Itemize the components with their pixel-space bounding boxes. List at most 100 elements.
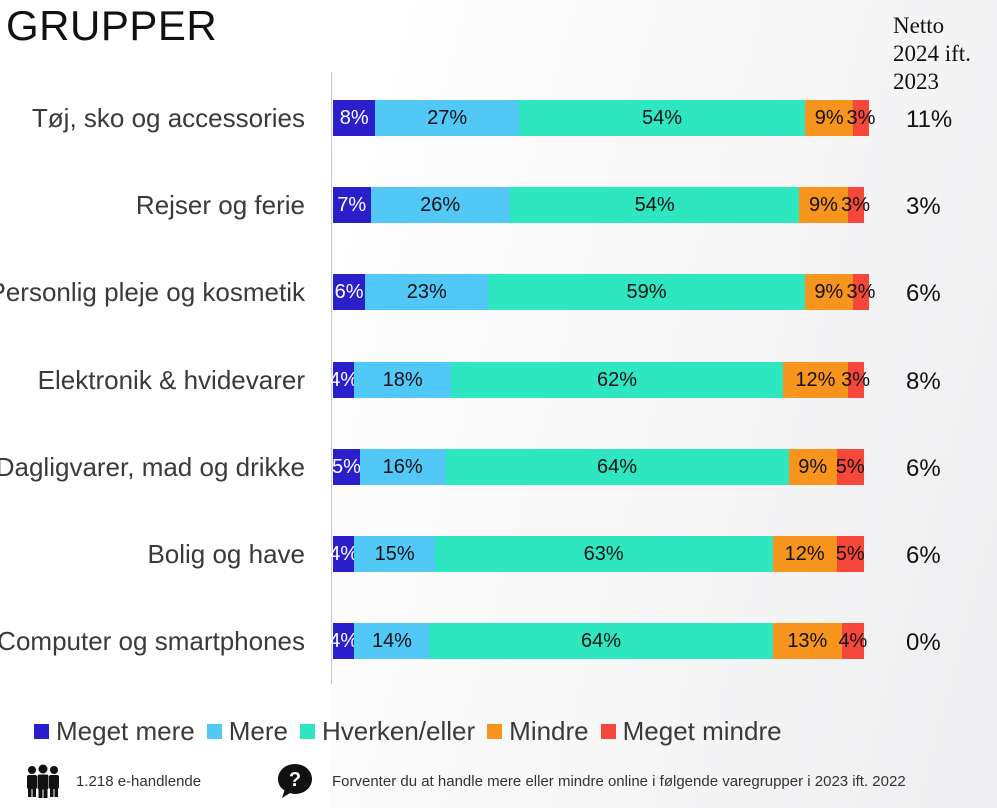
people-icon	[27, 764, 59, 798]
legend-swatch	[299, 724, 315, 739]
netto-value: 6%	[906, 455, 941, 482]
bar-segment: 9%	[799, 187, 848, 223]
chart-axis-line	[331, 72, 332, 684]
data-label: 5%	[331, 455, 361, 478]
netto-value: 11%	[906, 106, 953, 133]
legend-swatch	[487, 724, 503, 739]
svg-text:?: ?	[289, 769, 301, 791]
data-label: 9%	[798, 455, 828, 478]
bar-segment: 3%	[841, 362, 870, 398]
bar-segment: 26%	[370, 187, 510, 223]
data-label: 9%	[814, 106, 844, 129]
question-text: Forventer du at handle mere eller mindre…	[332, 772, 906, 790]
stacked-bar: 7% 26% 54% 9% 3%	[333, 187, 870, 223]
legend-swatch	[34, 724, 49, 739]
legend-label: Mindre	[509, 716, 589, 746]
respondents-text: 1.218 e-handlende	[76, 772, 202, 790]
legend-label: Meget mindre	[622, 716, 782, 746]
netto-header: Netto 2024 ift. 2023	[893, 12, 993, 96]
legend-item: Mindre	[487, 716, 589, 747]
data-label: 16%	[382, 455, 423, 478]
bar-segment: 5%	[835, 536, 865, 572]
data-label: 7%	[337, 193, 367, 216]
bar-segment: 5%	[331, 449, 361, 485]
category-label: Bolig og have	[147, 538, 305, 569]
chart-row: Dagligvarer, mad og drikke 5% 16% 64% 9% 5% 6%	[0, 449, 997, 485]
legend-item: Hverken/eller	[299, 716, 475, 747]
data-label: 64%	[597, 455, 638, 478]
bar-segment: 14%	[354, 623, 430, 659]
netto-header-line: 2023	[893, 69, 939, 94]
category-label: Rejser og ferie	[135, 189, 305, 220]
data-label: 4%	[329, 542, 359, 565]
data-label: 62%	[597, 368, 638, 391]
stacked-bar: 6% 23% 59% 9% 3%	[333, 274, 875, 310]
data-label: 9%	[808, 193, 838, 216]
bar-segment: 3%	[846, 274, 875, 310]
bar-segment: 59%	[488, 274, 805, 310]
data-label: 4%	[329, 368, 359, 391]
netto-header-line: 2024 ift.	[893, 41, 971, 66]
netto-value: 0%	[906, 629, 941, 656]
data-label: 14%	[371, 629, 412, 652]
data-label: 4%	[838, 629, 868, 652]
data-label: 18%	[382, 368, 423, 391]
bar-segment: 3%	[841, 187, 870, 223]
data-label: 5%	[835, 455, 865, 478]
bar-segment: 23%	[365, 274, 489, 310]
data-label: 15%	[374, 542, 415, 565]
chart-row: Rejser og ferie 7% 26% 54% 9% 3% 3%	[0, 187, 997, 223]
bar-segment: 64%	[429, 623, 773, 659]
netto-value: 8%	[906, 368, 941, 395]
bar-segment: 54%	[509, 187, 800, 223]
data-label: 4%	[329, 629, 359, 652]
category-label: Dagligvarer, mad og drikke	[0, 451, 305, 482]
bar-segment: 64%	[445, 449, 789, 485]
bar-segment: 12%	[772, 536, 837, 572]
bar-segment: 27%	[375, 100, 519, 136]
bar-segment: 12%	[783, 362, 848, 398]
category-label: Computer og smartphones	[0, 625, 305, 656]
bar-segment: 8%	[333, 100, 376, 136]
data-label: 26%	[420, 193, 461, 216]
stacked-bar: 4% 18% 62% 12% 3%	[329, 362, 870, 398]
data-label: 27%	[427, 106, 468, 129]
data-label: 3%	[846, 280, 876, 303]
chart-row: Tøj, sko og accessories 8% 27% 54% 9% 3% 11%	[0, 100, 997, 136]
bar-segment: 4%	[329, 623, 358, 659]
bar-segment: 13%	[772, 623, 843, 659]
netto-header-line: Netto	[893, 13, 945, 38]
bar-segment: 3%	[847, 100, 875, 136]
stacked-bar: 5% 16% 64% 9% 5%	[331, 449, 865, 485]
bar-segment: 4%	[838, 623, 867, 659]
question-bubble-icon: ?	[278, 764, 312, 798]
legend-item: Mere	[206, 716, 288, 747]
respondents-info: 1.218 e-handlende	[24, 764, 201, 798]
stacked-bar: 8% 27% 54% 9% 3%	[333, 100, 875, 136]
bar-segment: 4%	[329, 362, 358, 398]
chart-row: Elektronik & hvidevarer 4% 18% 62% 12% 3% 8%	[0, 362, 997, 398]
legend-swatch	[600, 724, 616, 739]
data-label: 12%	[784, 542, 825, 565]
chart-legend: Meget mere Mere Hverken/eller Mindre Meget m…	[34, 716, 794, 747]
legend-label: Mere	[228, 716, 288, 746]
question-info: ? Forventer du at handle mere eller mind…	[276, 762, 906, 800]
data-label: 13%	[787, 629, 828, 652]
netto-value: 6%	[906, 542, 941, 569]
bar-segment: 62%	[450, 362, 784, 398]
stacked-bar: 4% 15% 63% 12% 5%	[329, 536, 865, 572]
data-label: 3%	[841, 193, 871, 216]
bar-segment: 63%	[434, 536, 773, 572]
bar-segment: 9%	[788, 449, 837, 485]
legend-label: Meget mere	[56, 716, 195, 746]
data-label: 54%	[634, 193, 675, 216]
data-label: 5%	[835, 542, 865, 565]
bar-segment: 5%	[835, 449, 865, 485]
netto-value: 3%	[906, 193, 941, 220]
category-label: Personlig pleje og kosmetik	[0, 276, 305, 307]
category-label: Elektronik & hvidevarer	[37, 364, 305, 395]
bar-segment: 15%	[354, 536, 435, 572]
bar-segment: 4%	[329, 536, 358, 572]
chart-row: Computer og smartphones 4% 14% 64% 13% 4% 0%	[0, 623, 997, 659]
bar-segment: 18%	[354, 362, 451, 398]
